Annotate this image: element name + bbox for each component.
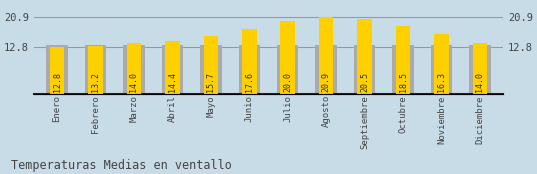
Text: 16.3: 16.3 (437, 72, 446, 92)
Bar (473, 43, 487, 94)
Bar (315, 45, 337, 94)
Bar (392, 45, 414, 94)
Bar (280, 21, 295, 94)
Text: 12.8: 12.8 (53, 72, 62, 92)
Text: 15.7: 15.7 (206, 72, 215, 92)
Bar (50, 47, 64, 94)
Text: 13.2: 13.2 (91, 72, 100, 92)
Bar (162, 45, 183, 94)
Text: 20.9: 20.9 (322, 72, 331, 92)
Bar (200, 45, 222, 94)
Bar (85, 45, 106, 94)
Bar (165, 41, 180, 94)
Bar (277, 45, 299, 94)
Text: 18.5: 18.5 (398, 72, 408, 92)
Bar (396, 26, 410, 94)
Text: 14.4: 14.4 (168, 72, 177, 92)
Text: 20.5: 20.5 (360, 72, 369, 92)
Bar (88, 46, 103, 94)
Bar (242, 29, 257, 94)
Text: 20.0: 20.0 (283, 72, 292, 92)
Bar (204, 36, 218, 94)
Bar (431, 45, 452, 94)
Bar (123, 45, 145, 94)
Text: 17.6: 17.6 (245, 72, 254, 92)
Bar (127, 43, 141, 94)
Bar (46, 45, 68, 94)
Bar (319, 17, 333, 94)
Bar (434, 34, 449, 94)
Text: 14.0: 14.0 (129, 72, 139, 92)
Text: 14.0: 14.0 (475, 72, 484, 92)
Bar (357, 19, 372, 94)
Bar (469, 45, 491, 94)
Text: Temperaturas Medias en ventallo: Temperaturas Medias en ventallo (11, 159, 231, 172)
Bar (354, 45, 375, 94)
Bar (238, 45, 260, 94)
